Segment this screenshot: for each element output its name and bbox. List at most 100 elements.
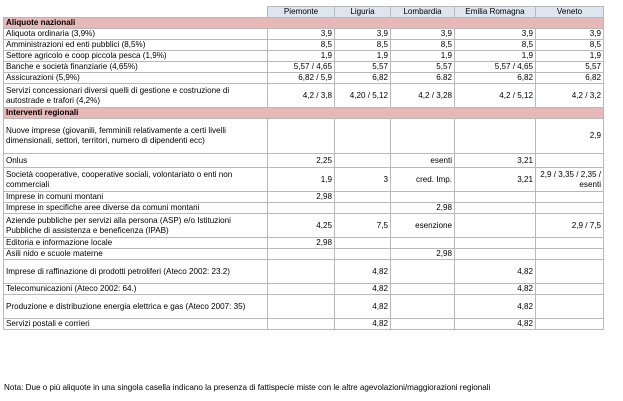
rate-cell: 4,82	[454, 259, 536, 284]
rate-cell: 1,9	[454, 50, 536, 62]
rate-cell	[454, 213, 536, 238]
rate-cell: 8,5	[454, 39, 536, 51]
row-label: Editoria e informazione locale	[3, 237, 268, 249]
rate-cell	[535, 318, 604, 330]
row-label: Produzione e distribuzione energia elett…	[3, 294, 268, 319]
rate-cell: 4,2 / 3,28	[390, 83, 455, 108]
rate-cell: 2,9	[535, 118, 604, 154]
rate-cell: 5,57	[535, 61, 604, 73]
section-filler-cell	[535, 17, 604, 29]
rate-cell: 4,2 / 5,12	[454, 83, 536, 108]
rate-cell	[535, 283, 604, 295]
rate-cell: 2,9 / 7,5	[535, 213, 604, 238]
table-row: Assicurazioni (5,9%) 6,82 / 5,9 6,82 6.82 6,…	[3, 72, 604, 84]
section-filler-cell	[334, 17, 391, 29]
row-label: Nuove imprese (giovanili, femminili rela…	[3, 118, 268, 154]
row-label: Imprese di raffinazione di prodotti petr…	[3, 259, 268, 284]
row-label: Banche e società finanziarie (4,65%)	[3, 61, 268, 73]
rate-cell	[390, 118, 455, 154]
table-row: Telecomunicazioni (Ateco 2002: 64.) 4,82 4…	[3, 283, 604, 295]
rate-cell	[390, 283, 455, 295]
rate-cell: 4,2 / 3,2	[535, 83, 604, 108]
rate-cell: 3,9	[390, 28, 455, 40]
rate-cell	[535, 294, 604, 319]
rate-cell: 4,25	[267, 213, 335, 238]
table-row: Nuove imprese (giovanili, femminili rela…	[3, 118, 604, 154]
section-filler-cell	[267, 17, 335, 29]
rate-cell	[390, 259, 455, 284]
row-label: Amministrazioni ed enti pubblici (8,5%)	[3, 39, 268, 51]
rate-cell	[390, 318, 455, 330]
rate-cell: 2,9 / 3,35 / 2,35 / esenti	[535, 167, 604, 192]
corner-cell	[3, 6, 268, 18]
rate-cell	[535, 202, 604, 214]
column-header: Lombardia	[390, 6, 455, 18]
rate-cell: 6,82	[535, 72, 604, 84]
rate-cell: 6.82	[390, 72, 455, 84]
rate-cell: 2,98	[390, 248, 455, 260]
table-row: Servizi concessionari diversi quelli di …	[3, 83, 604, 108]
table-row: Onlus 2,25 esenti 3,21	[3, 153, 604, 168]
rate-cell	[454, 191, 536, 203]
table-row: Produzione e distribuzione energia elett…	[3, 294, 604, 319]
rate-cell	[267, 202, 335, 214]
rate-cell: 4,82	[454, 294, 536, 319]
rate-cell	[334, 118, 391, 154]
rate-cell: 3,21	[454, 153, 536, 168]
rate-cell: 8,5	[267, 39, 335, 51]
row-label: Onlus	[3, 153, 268, 168]
column-header-row: Piemonte Liguria Lombardia Emilia Romagna Ve…	[3, 6, 604, 18]
table-row: Asili nido e scuole materne 2,98	[3, 248, 604, 260]
rate-cell: 2,25	[267, 153, 335, 168]
rate-cell: 4,82	[454, 283, 536, 295]
rate-cell: 6,82	[454, 72, 536, 84]
rate-cell: 3,9	[267, 28, 335, 40]
rate-cell: 1,9	[535, 50, 604, 62]
row-label: Assicurazioni (5,9%)	[3, 72, 268, 84]
rate-cell	[267, 118, 335, 154]
rate-cell	[535, 259, 604, 284]
rate-cell: 4,82	[334, 294, 391, 319]
rate-cell	[454, 118, 536, 154]
rate-cell: esenzione	[390, 213, 455, 238]
rate-cell	[267, 248, 335, 260]
rate-cell: 3,21	[454, 167, 536, 192]
rate-cell	[535, 237, 604, 249]
rate-cell: 3,9	[535, 28, 604, 40]
row-label: Servizi concessionari diversi quelli di …	[3, 83, 268, 108]
irap-rates-table: Piemonte Liguria Lombardia Emilia Romagna Ve…	[3, 6, 604, 330]
rate-cell	[267, 294, 335, 319]
rate-cell	[390, 237, 455, 249]
rate-cell	[390, 294, 455, 319]
rate-cell: 8,5	[390, 39, 455, 51]
column-header: Veneto	[535, 6, 604, 18]
rate-cell	[535, 191, 604, 203]
rate-cell: 4,82	[334, 259, 391, 284]
rate-cell	[535, 153, 604, 168]
column-header: Liguria	[334, 6, 391, 18]
section-title: Aliquote nazionali	[3, 17, 268, 29]
table-row: Banche e società finanziarie (4,65%) 5,57…	[3, 61, 604, 73]
section-header-row: Aliquote nazionali	[3, 17, 604, 29]
rate-cell	[334, 202, 391, 214]
rate-cell: 3,9	[334, 28, 391, 40]
rate-cell: 5,57	[390, 61, 455, 73]
rate-cell	[267, 318, 335, 330]
section-filler-cell	[334, 107, 391, 119]
table-row: Settore agricolo e coop piccola pesca (1…	[3, 50, 604, 62]
rate-cell: 6,82	[334, 72, 391, 84]
row-label: Imprese in specifiche aree diverse da co…	[3, 202, 268, 214]
rate-cell: 8,5	[535, 39, 604, 51]
section-filler-cell	[454, 17, 536, 29]
rate-cell	[535, 248, 604, 260]
table-row: Editoria e informazione locale 2,98	[3, 237, 604, 249]
rate-cell: 5,57	[334, 61, 391, 73]
rate-cell: 7,5	[334, 213, 391, 238]
row-label: Imprese in comuni montani	[3, 191, 268, 203]
table-row: Imprese di raffinazione di prodotti petr…	[3, 259, 604, 284]
section-filler-cell	[535, 107, 604, 119]
rate-cell	[334, 153, 391, 168]
rate-cell: 1,9	[267, 50, 335, 62]
rate-cell: 4,2 / 3,8	[267, 83, 335, 108]
table-note: Nota: Due o più aliquote in una singola …	[4, 383, 491, 392]
